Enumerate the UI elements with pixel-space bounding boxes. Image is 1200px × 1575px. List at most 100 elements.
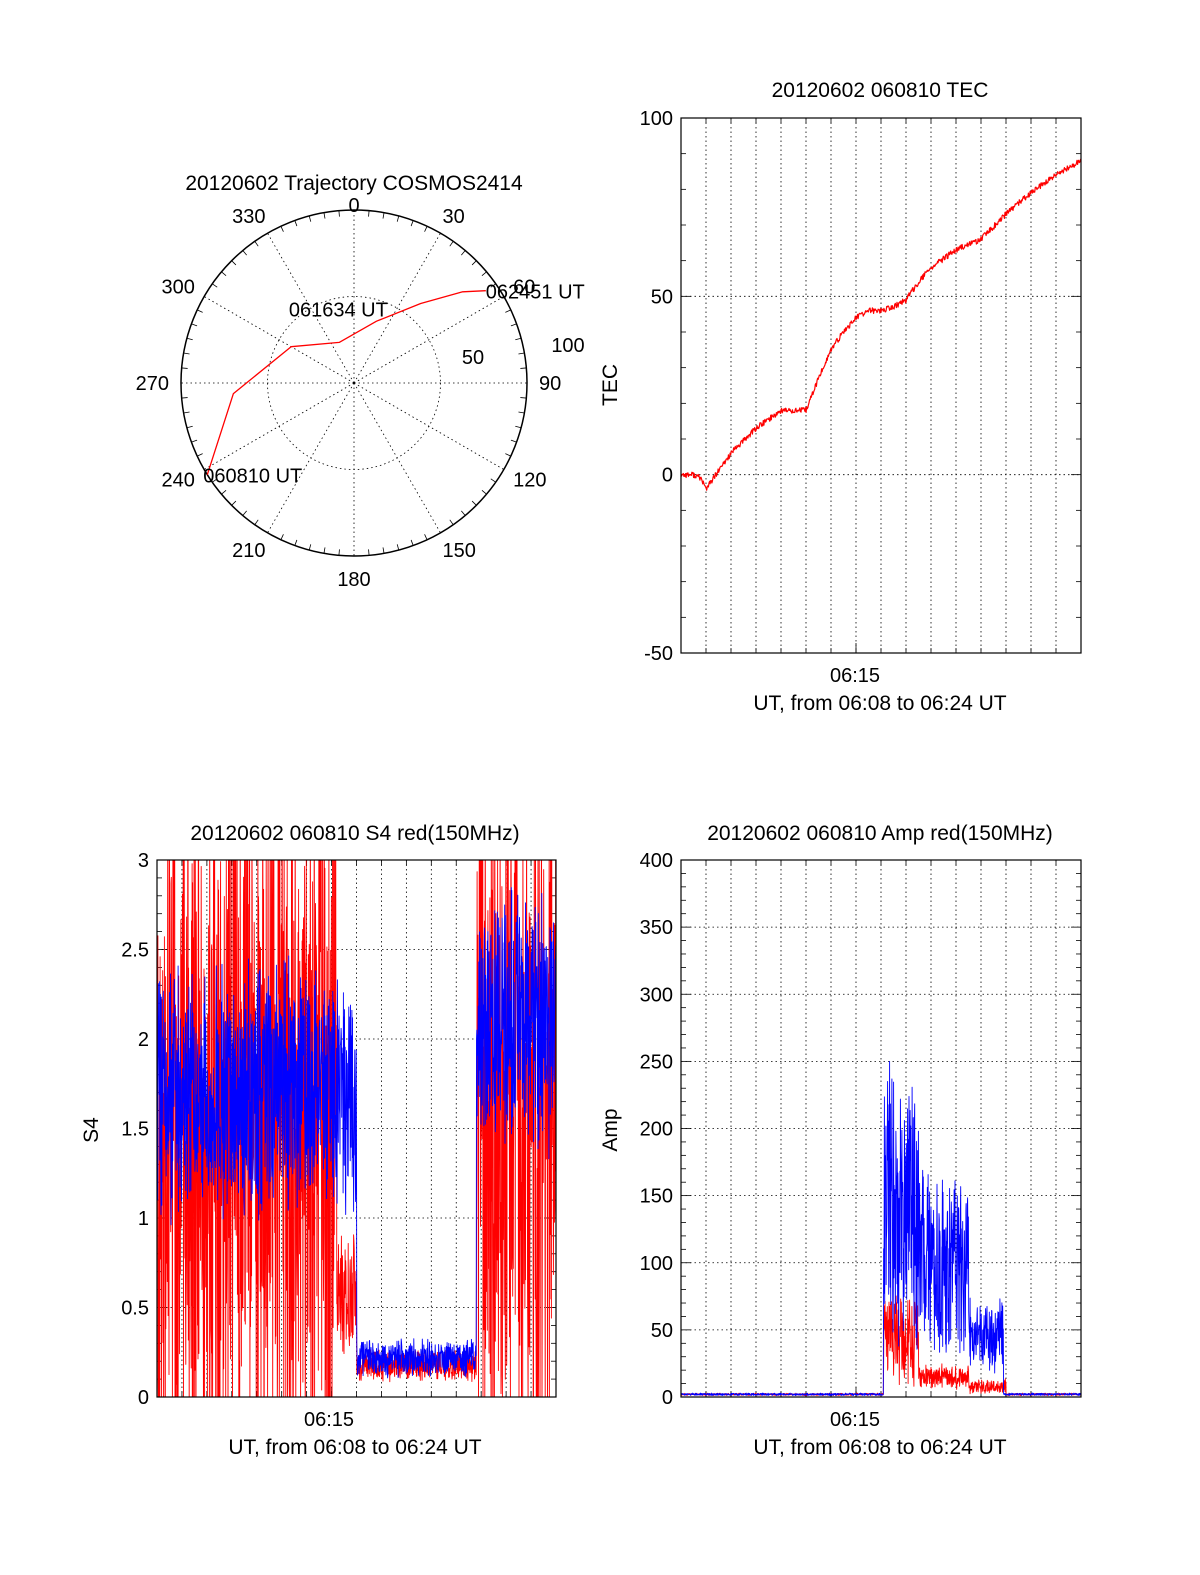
s4-x-axis-label: UT, from 06:08 to 06:24 UT [228,1436,481,1459]
trajectory-series [206,290,486,475]
trajectory-annotation: 062451 UT [486,282,585,304]
amp-x-axis-label: UT, from 06:08 to 06:24 UT [753,1436,1006,1459]
series-line-red [681,1293,1081,1397]
y-tick-label: 1.5 [121,1119,149,1141]
polar-tick [368,210,370,217]
polar-angle-label: 60 [513,277,535,299]
trajectory-title: 20120602 Trajectory COSMOS2414 [185,172,523,195]
polar-spoke [353,382,441,534]
y-tick-label: 3 [138,850,149,872]
series-group [681,1061,1081,1397]
polar-spoke [353,232,441,384]
polar-tick [520,367,527,369]
polar-spoke [203,296,355,384]
y-tick-label: 1 [138,1208,149,1230]
y-tick-label: 50 [651,286,673,308]
y-tick-label: 150 [640,1186,673,1208]
polar-tick [212,283,218,288]
polar-tick [323,547,326,554]
polar-tick [510,323,517,327]
trajectory-annotations: 062451 UT 061634 UT 060810 UT [203,282,584,488]
polar-angle-label: 90 [539,373,561,395]
polar-angle-label: 0 [348,195,359,217]
y-tick-label: 300 [640,984,673,1006]
polar-tick [181,397,188,399]
series-line-blue [157,887,556,1379]
polar-radius-label-50: 50 [462,347,484,369]
plot-frame [680,859,1082,1398]
polar-spoke [353,296,505,384]
polar-angle-label: 120 [513,470,546,492]
polar-tick [323,212,326,219]
tec-title: 20120602 060810 TEC [772,79,989,102]
polar-tick [221,271,227,276]
y-tick-label: 50 [651,1320,673,1342]
polar-spoke [353,382,505,470]
polar-tick [212,478,218,483]
y-tick-label: 250 [640,1051,673,1073]
polar-tick [181,367,188,369]
polar-tick [221,490,227,495]
polar-tick [308,215,312,222]
trajectory-annotation: 060810 UT [203,466,302,488]
polar-tick [231,260,237,266]
s4-plot-area: 0 0.5 1 1.5 2 2.5 3 [121,850,557,1409]
polar-tick [254,519,259,525]
polar-tick [254,241,259,247]
polar-tick [518,352,525,355]
polar-tick [197,309,203,313]
polar-tick [191,439,198,443]
polar-tick [424,534,428,540]
polar-outer-circle [180,209,528,557]
y-tick-label: 0.5 [121,1298,149,1320]
polar-angle-label: 150 [443,540,476,562]
polar-tick [515,425,522,429]
polar-tick [461,250,466,256]
series-group [157,860,556,1397]
y-tick-label: 400 [640,850,673,872]
polar-tick [186,425,193,429]
polar-tick [515,337,522,341]
tec-plot-area: -50 0 50 100 [640,108,1082,665]
polar-tick [186,337,193,341]
tec-y-axis-label: TEC [599,364,622,406]
y-tick-label: 0 [662,1387,673,1409]
polar-angle-label: 210 [232,540,265,562]
polar-angle-label: 30 [443,206,465,228]
s4-plot: 20120602 060810 S4 red(150MHz) 0 0.5 1 1.5 2… [80,822,557,1459]
series-group [681,158,1081,491]
tec-x-tick-label: 06:15 [830,665,880,687]
s4-x-tick-label: 06:15 [304,1409,354,1431]
trajectory-annotation: 061634 UT [289,299,388,321]
polar-tick [396,215,400,222]
series-line-blue [681,1061,1081,1397]
polar-tick [510,439,517,443]
polar-tick [231,500,237,506]
polar-tick [396,544,400,551]
polar-angle-label: 240 [161,470,194,492]
amp-y-axis-label: Amp [599,1108,622,1151]
amp-title: 20120602 060810 Amp red(150MHz) [707,822,1053,845]
polar-tick [308,544,312,551]
y-tick-label: 100 [640,1253,673,1275]
polar-angle-label: 270 [136,373,169,395]
polar-tick [338,549,340,556]
plot-frame [156,859,557,1398]
polar-tick [368,549,370,556]
polar-tick [449,241,454,247]
polar-spoke [203,382,355,470]
polar-tick [382,547,385,554]
polar-tick [294,539,298,546]
polar-tick [518,411,525,414]
polar-tick [183,411,190,414]
polar-tick [449,519,454,525]
amp-plot-area: 0 50 100 150 200 250 300 350 400 [640,850,1082,1409]
polar-spoke [267,382,355,534]
polar-tick [471,500,477,506]
amp-plot: 20120602 060810 Amp red(150MHz) 0 50 100 15… [599,822,1082,1459]
polar-angle-label: 330 [232,206,265,228]
polar-tick [183,352,190,355]
polar-tick [471,260,477,266]
